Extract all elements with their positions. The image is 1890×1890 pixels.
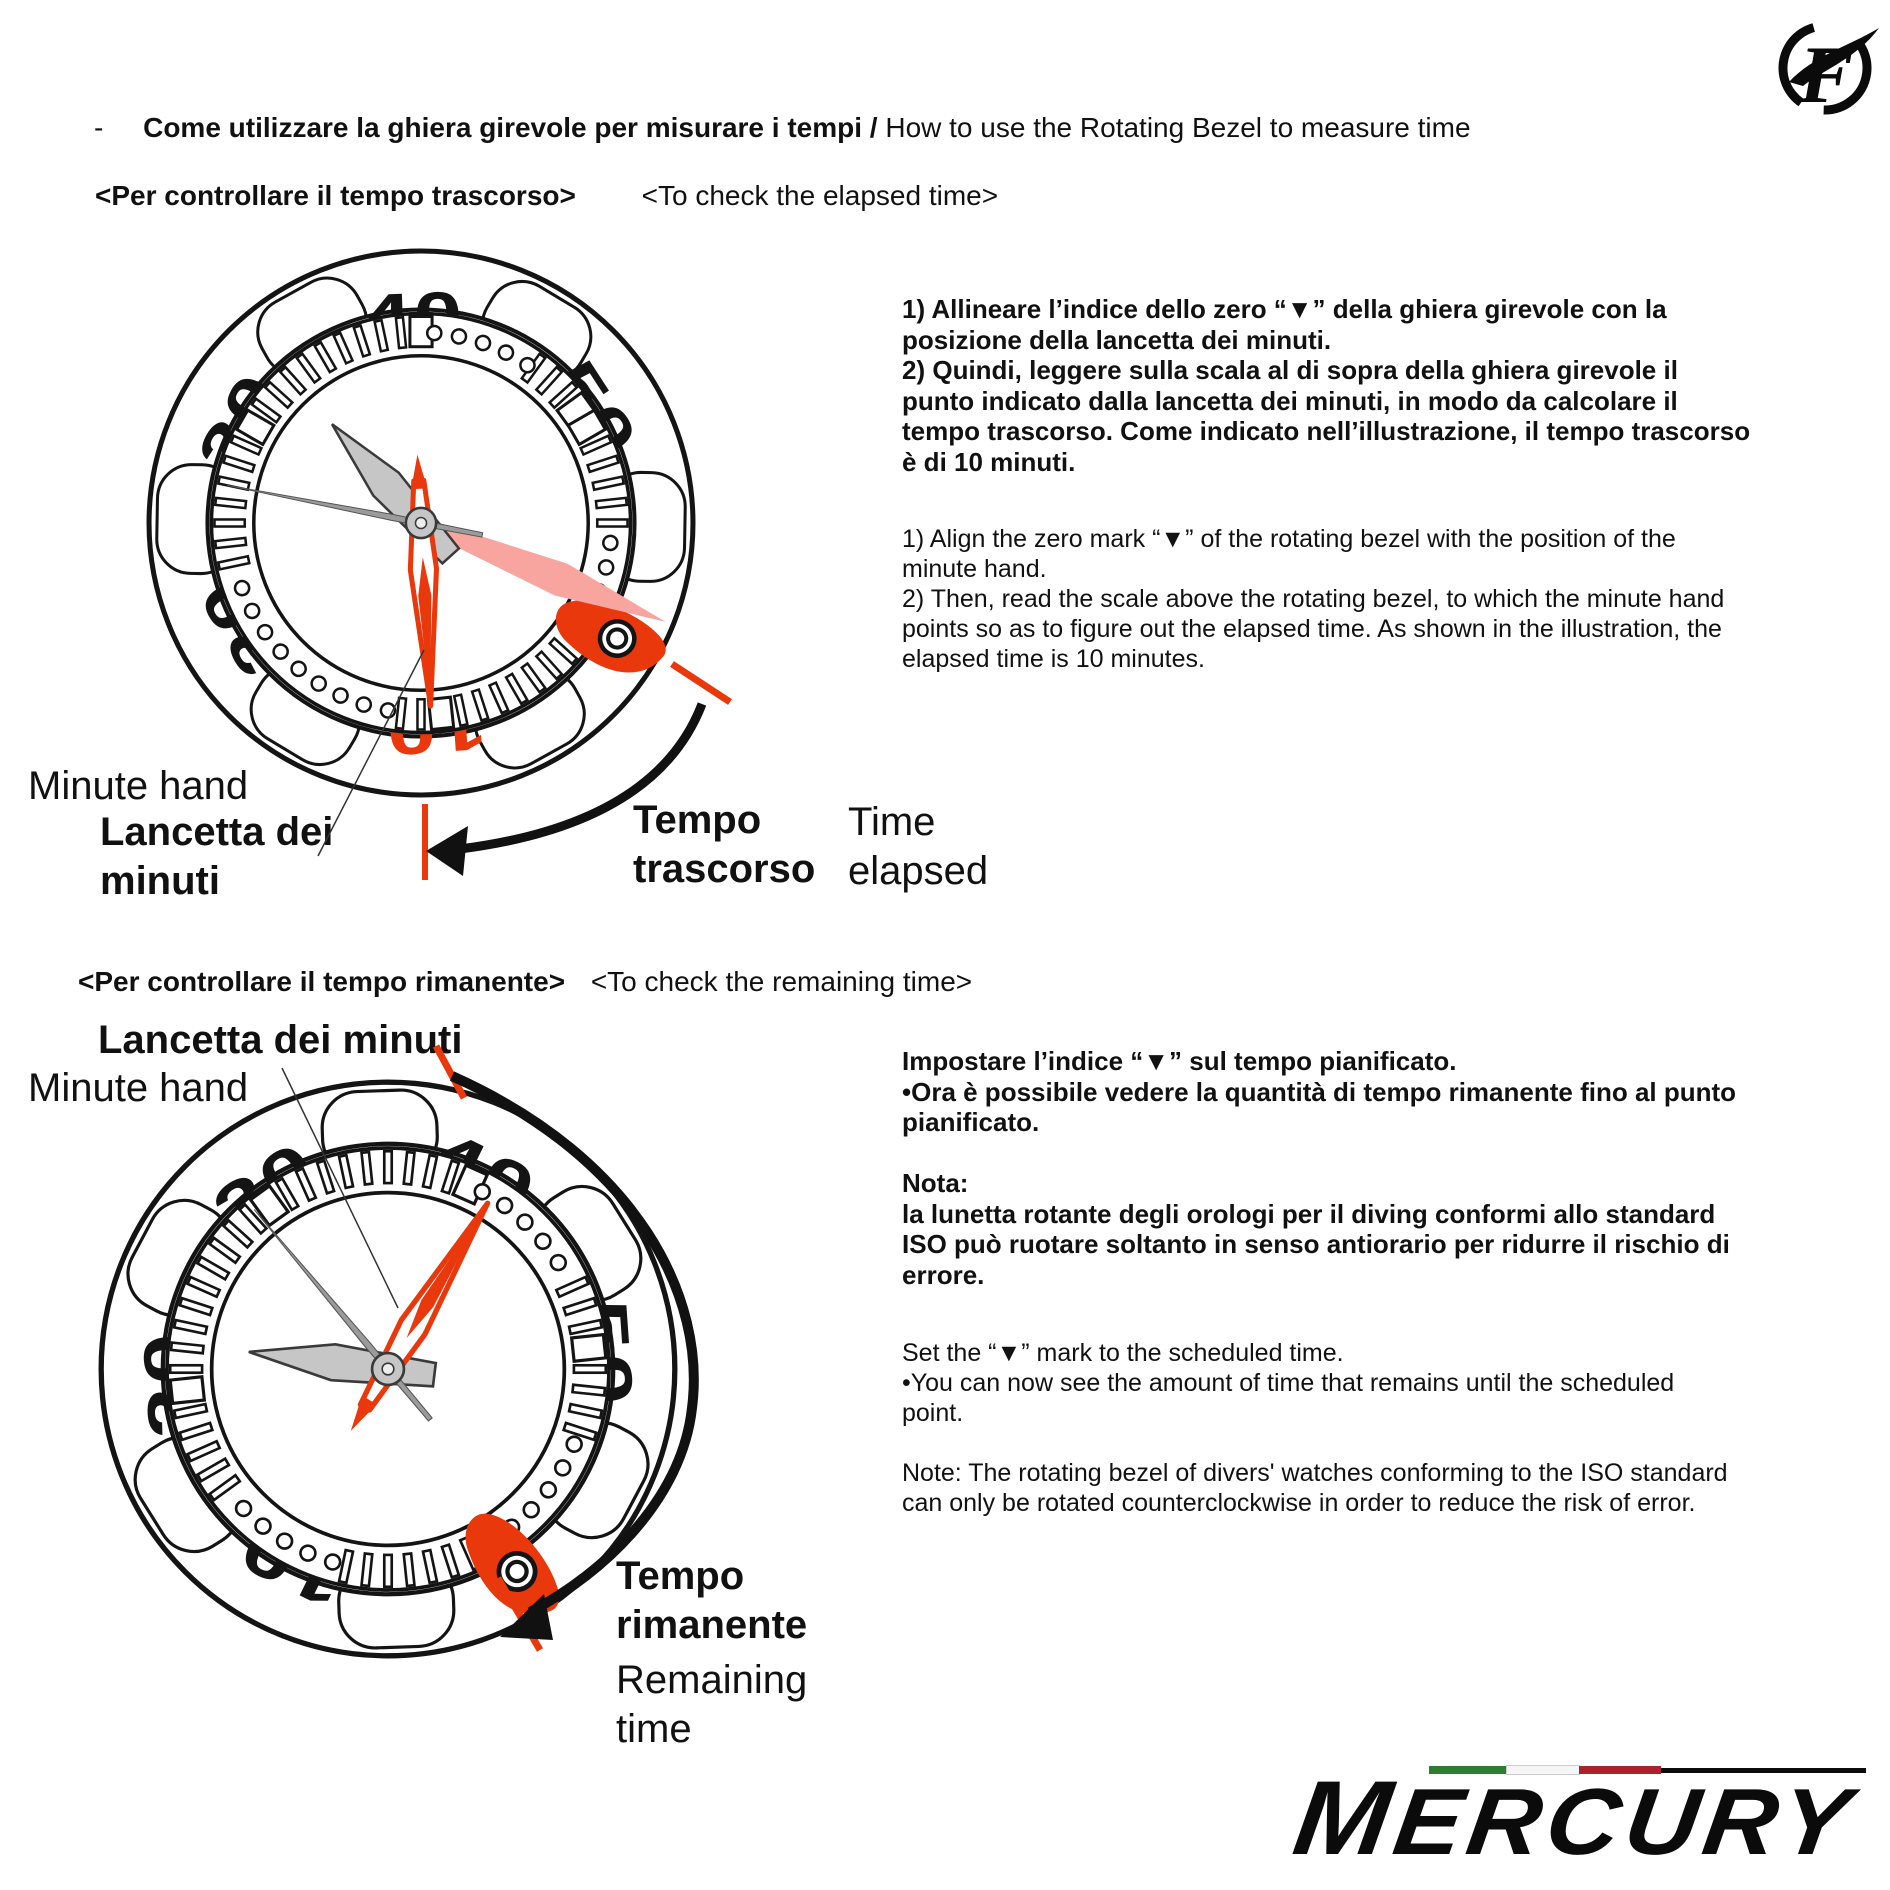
section-elapsed-heading: <Per controllare il tempo trascorso> <To… <box>95 180 998 212</box>
remaining-instructions-english: Set the “▼” mark to the scheduled time. … <box>902 1339 1728 1517</box>
watch-face-icon: 4050102030 <box>98 1079 678 1659</box>
page-title-english: How to use the Rotating Bezel to measure… <box>885 112 1471 143</box>
watch-face-icon: 4050102030 <box>146 248 696 798</box>
f-brand-logo: F <box>1765 16 1885 120</box>
elapsed-instructions-italian: 1) Allineare l’indice dello zero “▼” del… <box>902 294 1751 477</box>
mercury-wordmark: MERCURY <box>1287 1760 1862 1877</box>
minute-hand-label-en-2: Minute hand <box>28 1066 249 1110</box>
minute-hand-label-en-1: Minute hand <box>28 764 249 808</box>
section-remaining-heading-english: <To check the remaining time> <box>590 966 973 997</box>
pink-hand-icon <box>422 518 666 622</box>
header-dash: - <box>94 112 104 143</box>
elapsed-instructions-english: 1) Align the zero mark “▼” of the rotati… <box>902 525 1725 673</box>
flag-stripe-line <box>1661 1768 1866 1773</box>
flag-stripe-green <box>1429 1766 1507 1774</box>
elapsed-time-label-en: Time elapsed <box>848 800 989 893</box>
flag-stripe-red <box>1579 1766 1661 1774</box>
watch-diagram-remaining: 4050102030 <box>84 1065 692 1673</box>
section-remaining-heading-italian: <Per controllare il tempo rimanente> <box>78 966 566 997</box>
remaining-time-label-en: Remaining time <box>616 1658 808 1751</box>
f-logo-icon: F <box>1778 21 1879 120</box>
section-elapsed-heading-italian: <Per controllare il tempo trascorso> <box>95 180 576 211</box>
svg-text:F: F <box>1798 29 1854 120</box>
section-elapsed-heading-english: <To check the elapsed time> <box>641 180 999 211</box>
remaining-instructions-italian: Impostare l’indice “▼” sul tempo pianifi… <box>902 1046 1737 1290</box>
minute-hand-label-it-1: Lancetta dei minuti <box>100 810 334 903</box>
remaining-time-label-it: Tempo rimanente <box>616 1554 808 1647</box>
elapsed-time-label-it: Tempo trascorso <box>633 798 816 891</box>
page-header: - Come utilizzare la ghiera girevole per… <box>94 112 1471 144</box>
elapsed-time-arrowhead-icon <box>426 826 468 876</box>
minute-hand-label-it-2: Lancetta dei minuti <box>98 1018 463 1062</box>
mercury-logo: MERCURY <box>1280 1752 1890 1877</box>
bezel-zero-marker-icon <box>555 600 666 673</box>
page-title-italian: Come utilizzare la ghiera girevole per m… <box>143 112 878 143</box>
watch-diagram-elapsed: 4050102030 <box>132 234 710 812</box>
section-remaining-heading: <Per controllare il tempo rimanente> <To… <box>78 966 972 998</box>
flag-stripe-white <box>1506 1765 1580 1775</box>
